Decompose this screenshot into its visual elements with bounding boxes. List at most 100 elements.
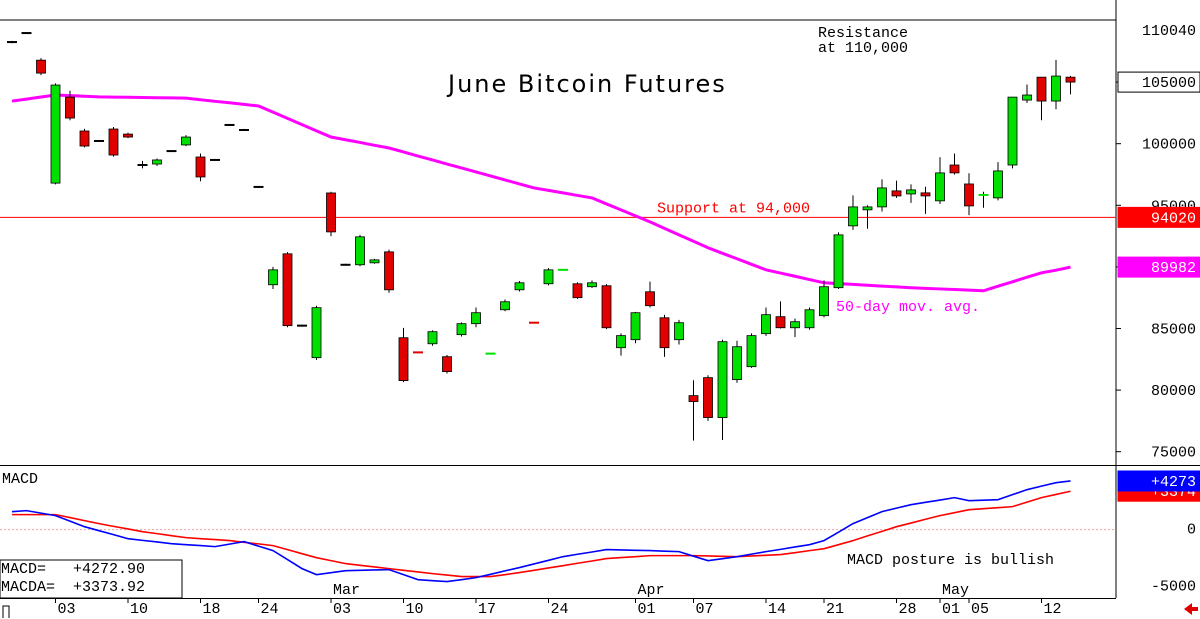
candle-body xyxy=(790,321,800,329)
level-annotation: at 110,000 xyxy=(818,40,908,57)
candle-body xyxy=(152,159,162,165)
value-box xyxy=(1117,256,1200,278)
annotation: MACD posture is bullish xyxy=(847,552,1054,569)
candle-body xyxy=(862,206,873,211)
candle-body xyxy=(500,301,510,311)
x-tick-label: 01 xyxy=(638,601,656,618)
candle-body xyxy=(514,282,525,291)
x-tick-label: 01 xyxy=(942,601,960,618)
candle-body xyxy=(732,346,742,381)
candle-body xyxy=(761,314,771,335)
ma-annotation: 50-day mov. avg. xyxy=(836,299,980,316)
month-label: May xyxy=(942,582,969,599)
chart-title: June Bitcoin Futures xyxy=(446,70,727,98)
candle-body xyxy=(398,337,409,381)
value-box xyxy=(1117,470,1200,492)
candle-body xyxy=(645,291,655,307)
candle-body xyxy=(65,96,75,119)
candle-body xyxy=(79,130,90,147)
value-box xyxy=(1117,19,1200,41)
candle-body xyxy=(616,335,626,349)
x-tick-label: 24 xyxy=(551,601,569,618)
x-tick-label: 14 xyxy=(768,601,786,618)
candle-body xyxy=(572,283,583,299)
moving-average xyxy=(11,93,1071,293)
candle-body xyxy=(282,253,293,327)
readout-box xyxy=(0,559,183,599)
panel-title: MACD xyxy=(2,471,38,488)
candle-body xyxy=(50,84,61,184)
candle-body xyxy=(1036,76,1047,102)
x-tick-label: 10 xyxy=(130,601,148,618)
x-tick-label: 05 xyxy=(971,601,989,618)
candle-body xyxy=(964,183,974,207)
candle-body xyxy=(442,356,452,373)
corner-marker xyxy=(2,605,10,618)
candle-body xyxy=(311,307,322,359)
candle-body xyxy=(703,377,713,418)
scroll-arrow[interactable] xyxy=(1184,603,1198,615)
readout: MACD= +4272.90 xyxy=(1,561,145,578)
candle-body xyxy=(1022,94,1032,101)
candle-body xyxy=(587,282,597,288)
x-tick-label: 12 xyxy=(1044,601,1062,618)
candle-body xyxy=(326,192,336,233)
x-tick-label: 28 xyxy=(899,601,917,618)
candle-body xyxy=(688,395,699,402)
x-tick-label: 03 xyxy=(58,601,76,618)
candle-body xyxy=(1007,96,1018,166)
candle-body xyxy=(123,133,133,138)
candle-body xyxy=(775,316,786,329)
candle-body xyxy=(268,269,278,286)
candle-body xyxy=(195,156,206,178)
level-annotation: Resistance xyxy=(818,25,908,42)
value-box xyxy=(1117,206,1200,228)
candle-body xyxy=(659,317,670,349)
candle-body xyxy=(877,187,887,208)
candle-body xyxy=(804,309,815,329)
candle-body xyxy=(1065,76,1076,83)
x-tick-label: 24 xyxy=(261,601,279,618)
candle-body xyxy=(181,136,191,146)
y-tick-label: 100000 xyxy=(1142,137,1196,154)
series-line xyxy=(12,490,1071,578)
candle-body xyxy=(674,322,684,341)
y-tick-label: -5000 xyxy=(1151,579,1196,596)
x-tick-label: 03 xyxy=(333,601,351,618)
candle-body xyxy=(471,312,481,325)
candle-body xyxy=(746,335,757,368)
candle-body xyxy=(543,269,554,285)
month-label: Apr xyxy=(638,582,665,599)
candle-body xyxy=(108,128,119,156)
candle-body xyxy=(819,286,829,317)
readout: MACDA= +3373.92 xyxy=(1,579,145,596)
value-box-label: 94020 xyxy=(1151,210,1196,227)
candle-body xyxy=(601,285,612,329)
candle-body xyxy=(935,172,945,202)
candle-body xyxy=(384,251,394,291)
value-box xyxy=(1117,71,1200,93)
value-box-label: +4273 xyxy=(1151,474,1196,491)
series-line xyxy=(11,480,1071,583)
candle-body xyxy=(355,236,365,266)
y-tick-label: 0 xyxy=(1187,522,1196,539)
x-tick-label: 07 xyxy=(696,601,714,618)
y-tick-label: 75000 xyxy=(1151,445,1196,462)
x-tick-label: 17 xyxy=(478,601,496,618)
candle-body xyxy=(36,59,46,74)
candle-body xyxy=(630,312,641,341)
candle-body xyxy=(920,192,931,197)
x-tick-label: 18 xyxy=(203,601,221,618)
value-box-label: 105000 xyxy=(1142,75,1196,92)
month-label: Mar xyxy=(333,582,360,599)
candle-body xyxy=(427,331,438,345)
candle-body xyxy=(456,323,467,336)
candle-body xyxy=(833,234,844,289)
y-tick-label: 80000 xyxy=(1151,383,1196,400)
candle-body xyxy=(993,170,1003,199)
value-box-label: 89982 xyxy=(1151,260,1196,277)
candle-body xyxy=(891,190,902,197)
x-tick-label: 10 xyxy=(406,601,424,618)
